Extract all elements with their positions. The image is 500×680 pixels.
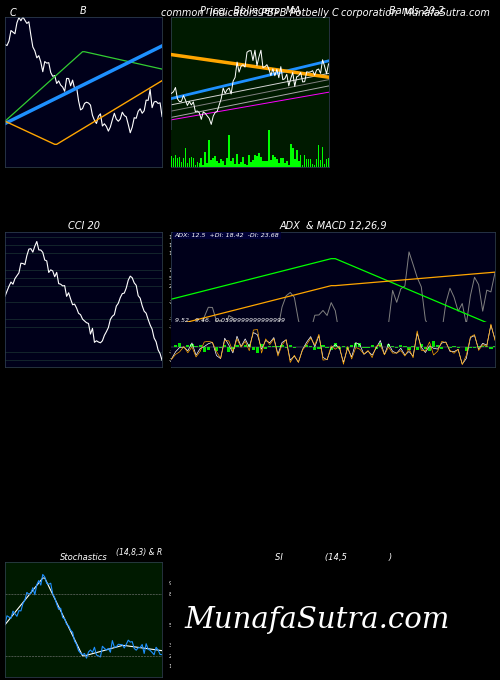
- Title: Stochastics: Stochastics: [60, 553, 108, 562]
- Title: B: B: [80, 6, 87, 16]
- Title: Bands 20,2: Bands 20,2: [389, 6, 444, 16]
- Text: (14,8,3) & R: (14,8,3) & R: [116, 548, 162, 557]
- Title: SI                (14,5                ): SI (14,5 ): [274, 553, 392, 562]
- Text: corporation  MunafaSutra.com: corporation MunafaSutra.com: [341, 8, 490, 18]
- Text: 9.52,  9.46,  0.0599999999999999: 9.52, 9.46, 0.0599999999999999: [174, 318, 284, 323]
- Text: MunafaSutra.com: MunafaSutra.com: [184, 605, 450, 634]
- Text: common  Indicators PBPB Potbelly C: common Indicators PBPB Potbelly C: [161, 8, 339, 18]
- Text: ADX: 12.5  +DI: 18.42  -DI: 23.68: ADX: 12.5 +DI: 18.42 -DI: 23.68: [174, 233, 280, 238]
- Title: Price,  Bblingers  MA: Price, Bblingers MA: [200, 6, 300, 16]
- Title: CCI 20: CCI 20: [68, 221, 100, 231]
- Text: C: C: [10, 8, 17, 18]
- Title: ADX  & MACD 12,26,9: ADX & MACD 12,26,9: [280, 221, 387, 231]
